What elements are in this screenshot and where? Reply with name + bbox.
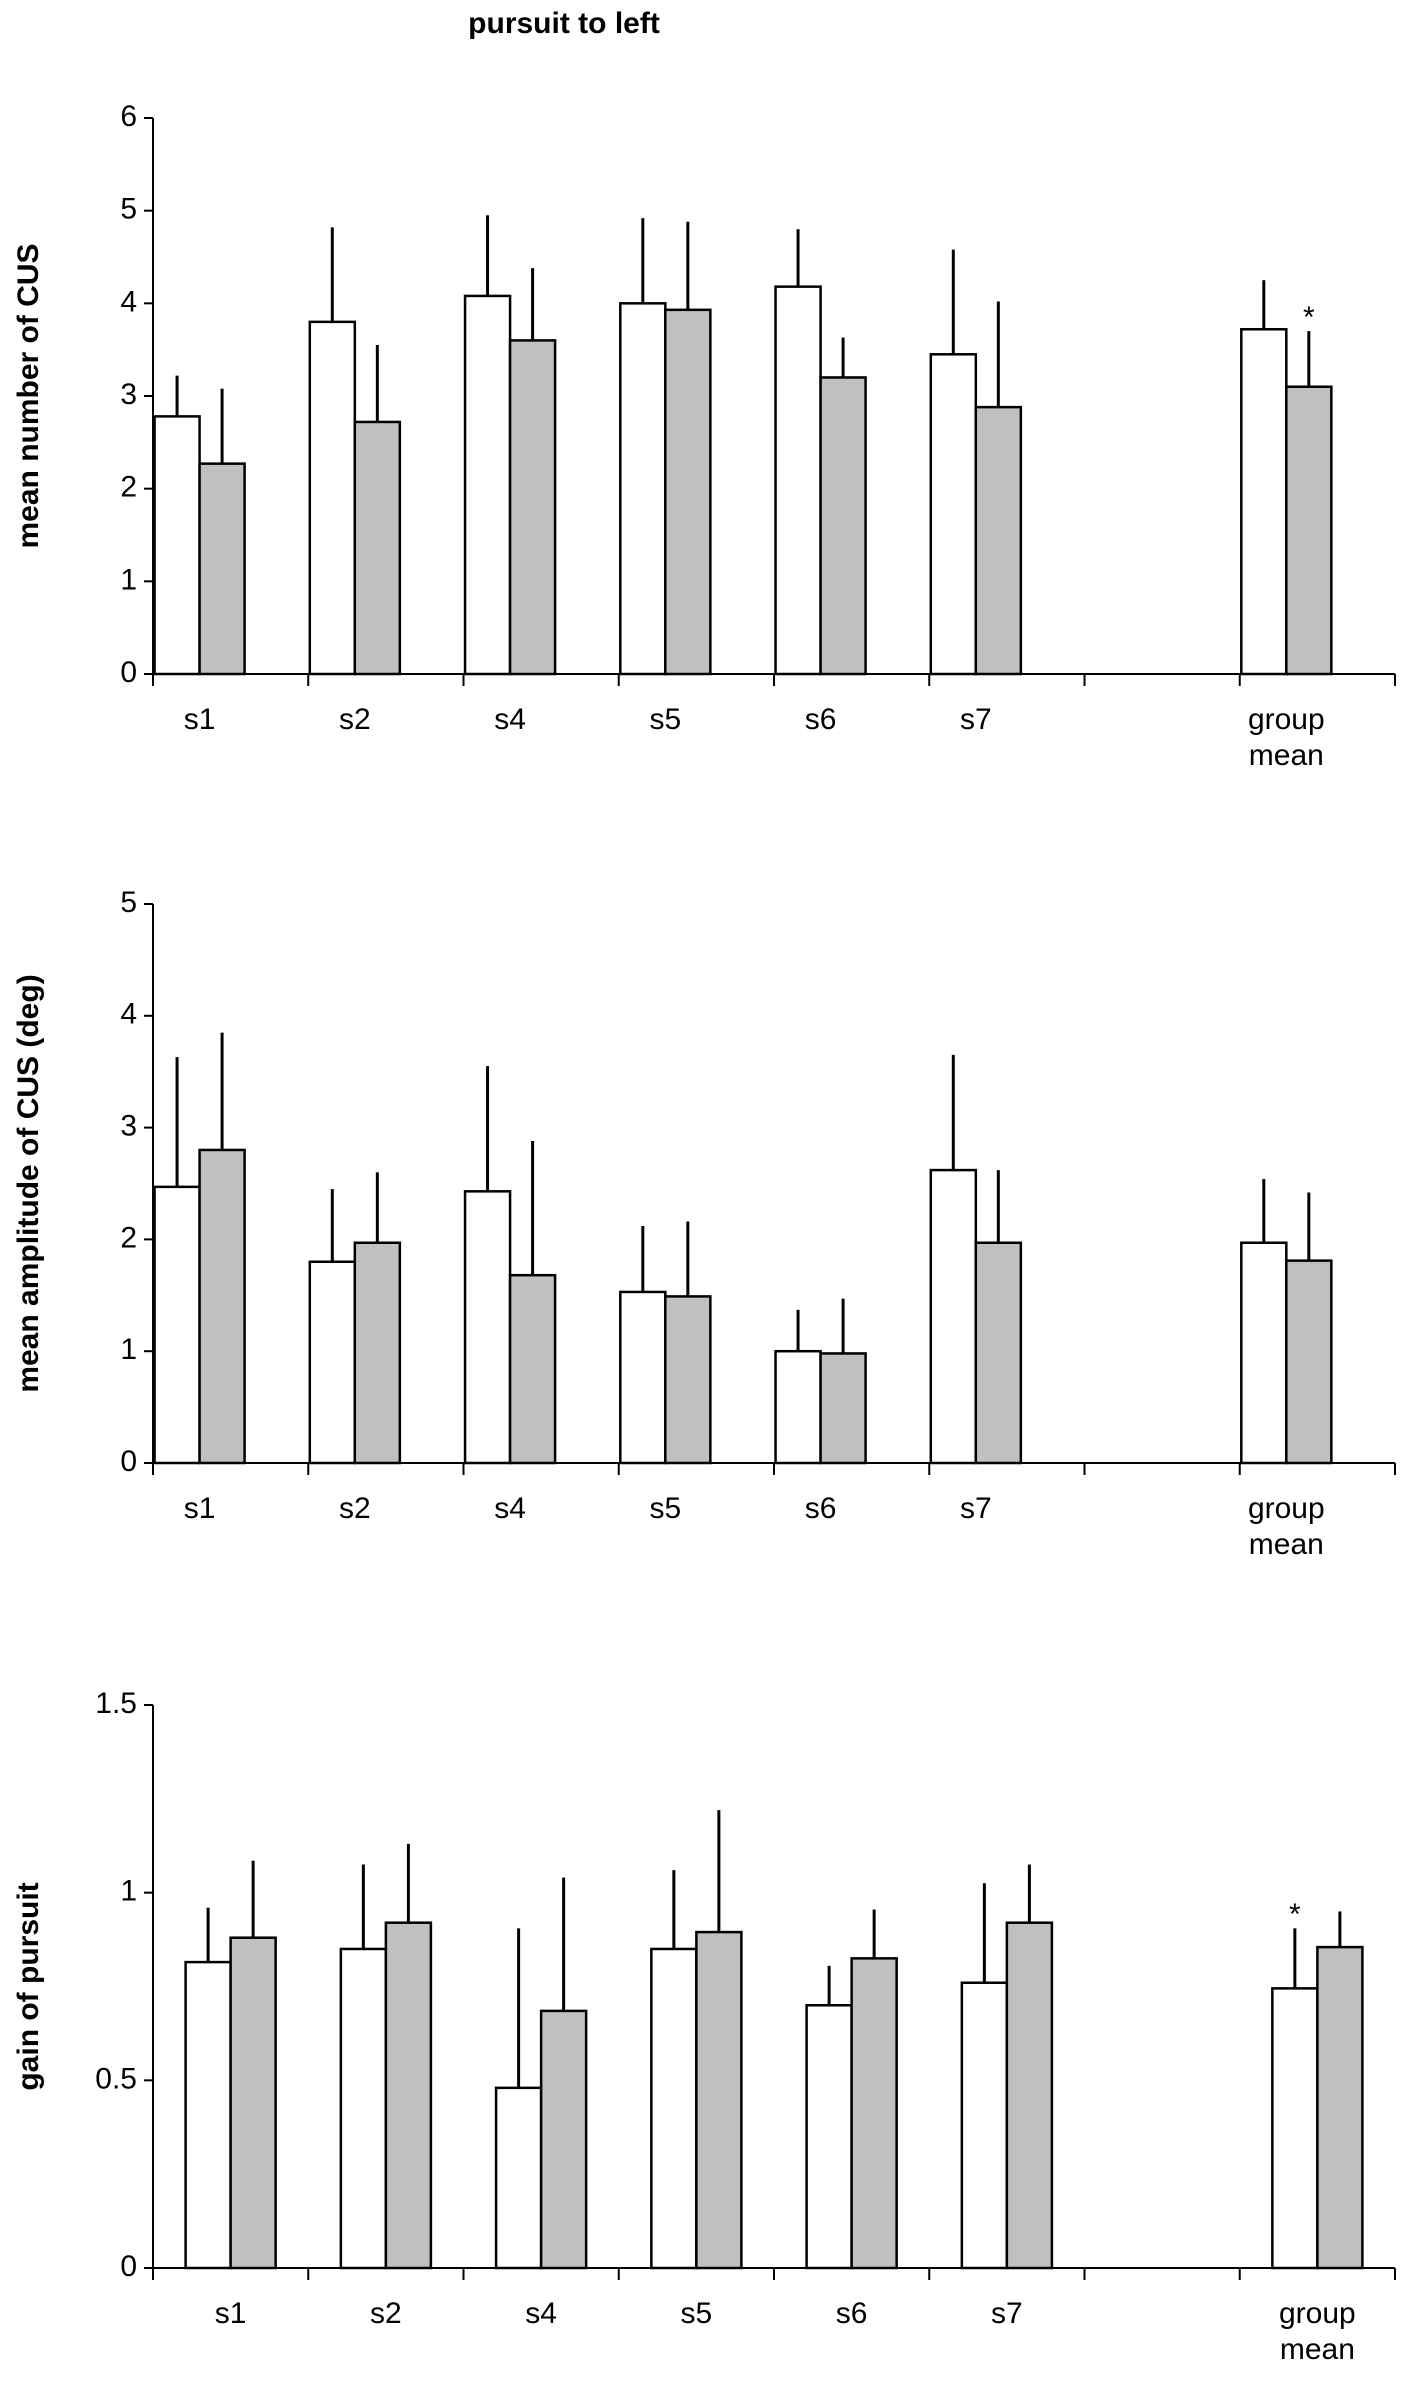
bar: [960, 1981, 1009, 2270]
bar: [308, 1260, 357, 1465]
y-tick-label: 0: [120, 656, 137, 689]
y-tick-label: 4: [120, 998, 137, 1031]
y-tick-label: 1.5: [95, 1687, 137, 1720]
bar: [850, 1957, 898, 2270]
x-tick-label: s5: [649, 703, 682, 736]
bar: [805, 2004, 853, 2270]
bar: [353, 420, 402, 676]
bar: [153, 415, 201, 676]
bar: [1285, 1259, 1333, 1465]
bar: [929, 1168, 978, 1465]
bar: [353, 1241, 402, 1465]
x-tick-label: s6: [804, 1492, 837, 1525]
x-tick-label: s2: [370, 2297, 402, 2330]
bar: [974, 405, 1023, 676]
bar: [664, 1295, 712, 1465]
y-tick-label: 5: [120, 886, 137, 919]
x-tick-label: s1: [214, 2297, 247, 2330]
bar: [929, 353, 978, 676]
bar: [308, 320, 357, 676]
x-tick-label: s2: [338, 703, 371, 736]
x-tick-label: s6: [804, 703, 837, 736]
bar: [384, 1921, 433, 2270]
y-tick-label: 6: [120, 100, 137, 133]
x-tick-label: s1: [183, 1492, 216, 1525]
bar: [153, 1185, 201, 1465]
bar: [1271, 1987, 1319, 2270]
bar: [494, 2086, 543, 2270]
x-tick-label: s7: [959, 1492, 992, 1525]
bar: [1240, 328, 1288, 676]
x-tick-label: s4: [494, 703, 526, 736]
x-tick-label: s6: [835, 2297, 868, 2330]
bar: [619, 302, 667, 676]
x-tick-label: group mean: [1247, 1492, 1325, 1561]
y-tick-label: 1: [120, 563, 137, 596]
bar: [695, 1930, 743, 2270]
y-axis-label: mean amplitude of CUS (deg): [12, 974, 45, 1392]
bar: [463, 1190, 512, 1465]
annotation: *: [1289, 1898, 1301, 1931]
y-tick-label: 0: [120, 1445, 137, 1478]
x-tick-label: s7: [959, 703, 992, 736]
bar: [1240, 1241, 1288, 1465]
y-tick-label: 2: [120, 471, 137, 504]
y-tick-label: 5: [120, 193, 137, 226]
bar: [539, 2009, 588, 2270]
bar: [339, 1947, 388, 2270]
x-tick-label: s2: [338, 1492, 371, 1525]
bar: [619, 1290, 667, 1465]
x-tick-label: s4: [494, 1492, 526, 1525]
y-axis-label: gain of pursuit: [12, 1882, 45, 2090]
y-tick-label: 3: [120, 1110, 137, 1143]
y-tick-label: 1: [120, 1875, 137, 1908]
y-tick-label: 0.5: [95, 2062, 137, 2095]
x-tick-label: s5: [649, 1492, 682, 1525]
bar: [1285, 385, 1333, 676]
x-tick-label: group mean: [1247, 703, 1325, 772]
bar: [229, 1936, 277, 2270]
bar: [974, 1241, 1023, 1465]
bar: [198, 1148, 246, 1465]
x-tick-label: s4: [525, 2297, 557, 2330]
y-axis-label: mean number of CUS: [12, 243, 45, 548]
y-tick-label: 4: [120, 285, 137, 318]
bar: [1316, 1945, 1364, 2270]
x-tick-label: s7: [991, 2297, 1023, 2330]
bar: [508, 1273, 557, 1465]
bar: [650, 1947, 698, 2270]
y-tick-label: 0: [120, 2250, 137, 2283]
bar: [184, 1960, 232, 2270]
y-tick-label: 1: [120, 1333, 137, 1366]
bar: [774, 285, 822, 676]
y-tick-label: 3: [120, 378, 137, 411]
y-tick-label: 2: [120, 1221, 137, 1254]
x-tick-label: group mean: [1279, 2297, 1356, 2366]
bar: [508, 339, 557, 676]
annotation: *: [1303, 301, 1315, 334]
bar: [463, 294, 512, 676]
bar: [819, 1352, 867, 1465]
x-tick-label: s1: [183, 703, 216, 736]
bar: [774, 1349, 822, 1465]
bar: [198, 462, 246, 676]
bar: [1005, 1921, 1054, 2270]
figure-title: pursuit to left: [468, 7, 660, 40]
bar: [819, 376, 867, 676]
x-tick-label: s5: [680, 2297, 713, 2330]
bar: [664, 308, 712, 676]
